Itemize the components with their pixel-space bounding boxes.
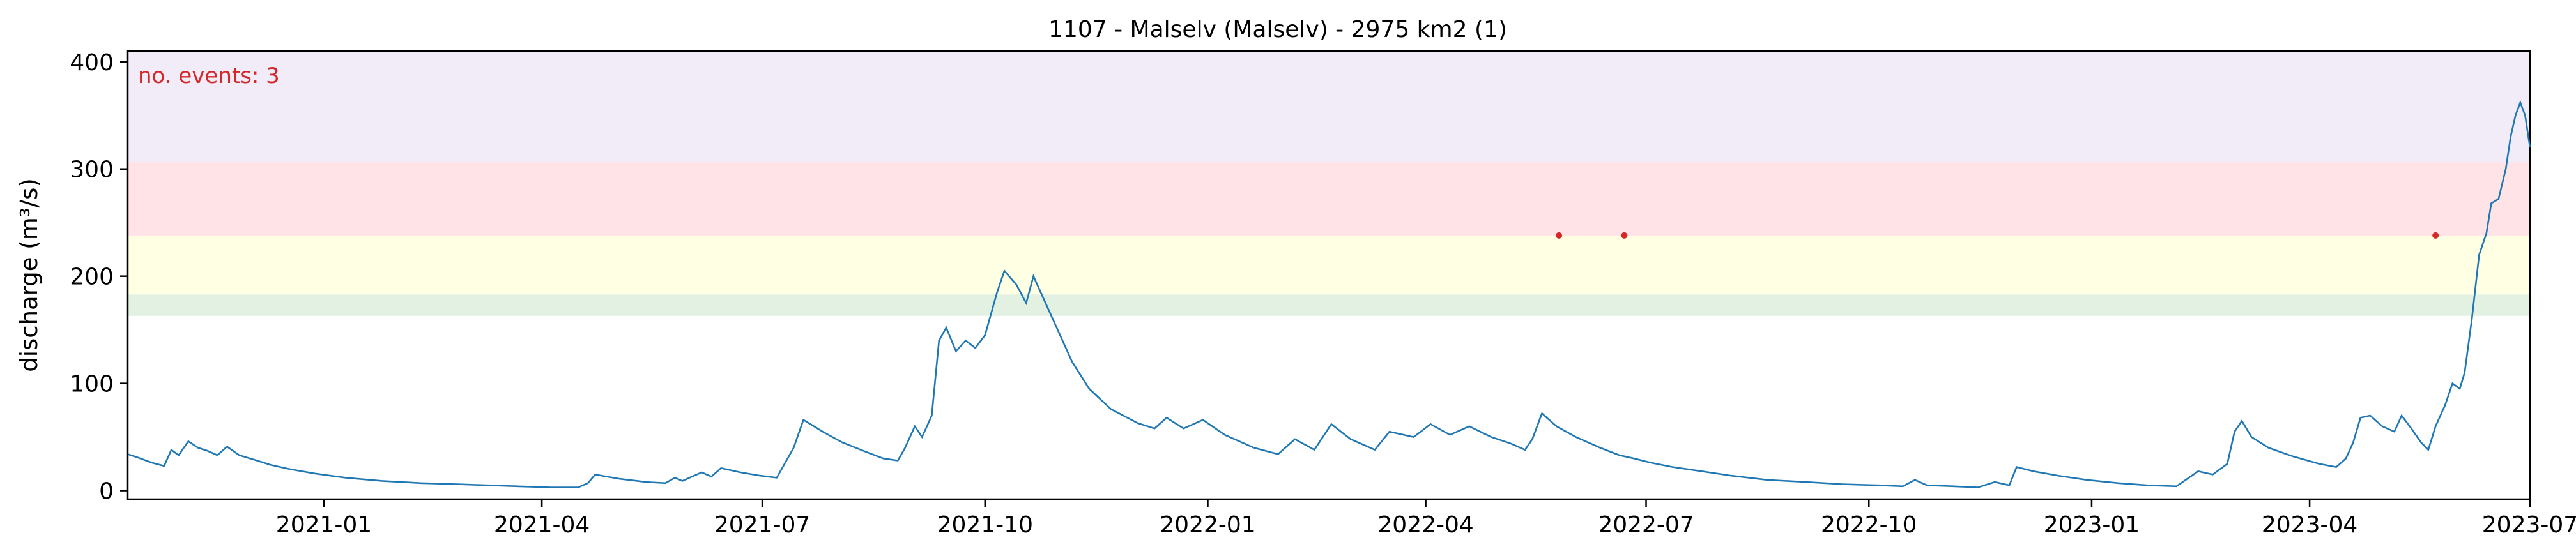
- x-tick-label: 2023-01: [2044, 512, 2140, 538]
- threshold-band-1: [128, 294, 2530, 316]
- chart-title: 1107 - Malselv (Malselv) - 2975 km2 (1): [1048, 17, 1507, 43]
- x-tick-label: 2023-04: [2262, 512, 2358, 538]
- x-tick-label: 2022-10: [1821, 512, 1917, 538]
- threshold-band-2: [128, 235, 2530, 295]
- y-tick-label: 400: [70, 50, 114, 76]
- event-markers: [1556, 232, 2439, 239]
- y-tick-label: 0: [99, 479, 114, 505]
- x-tick-label: 2021-04: [494, 512, 590, 538]
- y-tick-label: 300: [70, 157, 114, 183]
- discharge-series-line: [127, 100, 2531, 488]
- y-tick-label: 200: [70, 264, 114, 290]
- y-tick-label: 100: [70, 372, 114, 398]
- plot-area-frame: [126, 50, 2531, 500]
- y-axis: 0 100 200 300 400: [70, 50, 128, 505]
- x-tick-label: 2022-01: [1160, 512, 1255, 538]
- x-tick-label: 2022-07: [1598, 512, 1694, 538]
- x-tick-label: 2023-07: [2482, 512, 2576, 538]
- x-tick-label: 2021-10: [937, 512, 1033, 538]
- event-marker-3: [2432, 232, 2439, 239]
- y-axis-label: discharge (m³/s): [15, 178, 43, 372]
- x-tick-label: 2022-04: [1377, 512, 1473, 538]
- event-marker-1: [1556, 232, 1563, 239]
- x-tick-label: 2021-01: [276, 512, 372, 538]
- x-tick-label: 2021-07: [714, 512, 810, 538]
- x-axis: 2021-01 2021-04 2021-07 2021-10 2022-01 2022-…: [276, 499, 2576, 538]
- threshold-bands: [128, 51, 2530, 316]
- event-marker-2: [1621, 232, 1628, 239]
- events-annotation: no. events: 3: [138, 63, 280, 89]
- threshold-band-4: [128, 51, 2530, 162]
- threshold-band-3: [128, 161, 2530, 236]
